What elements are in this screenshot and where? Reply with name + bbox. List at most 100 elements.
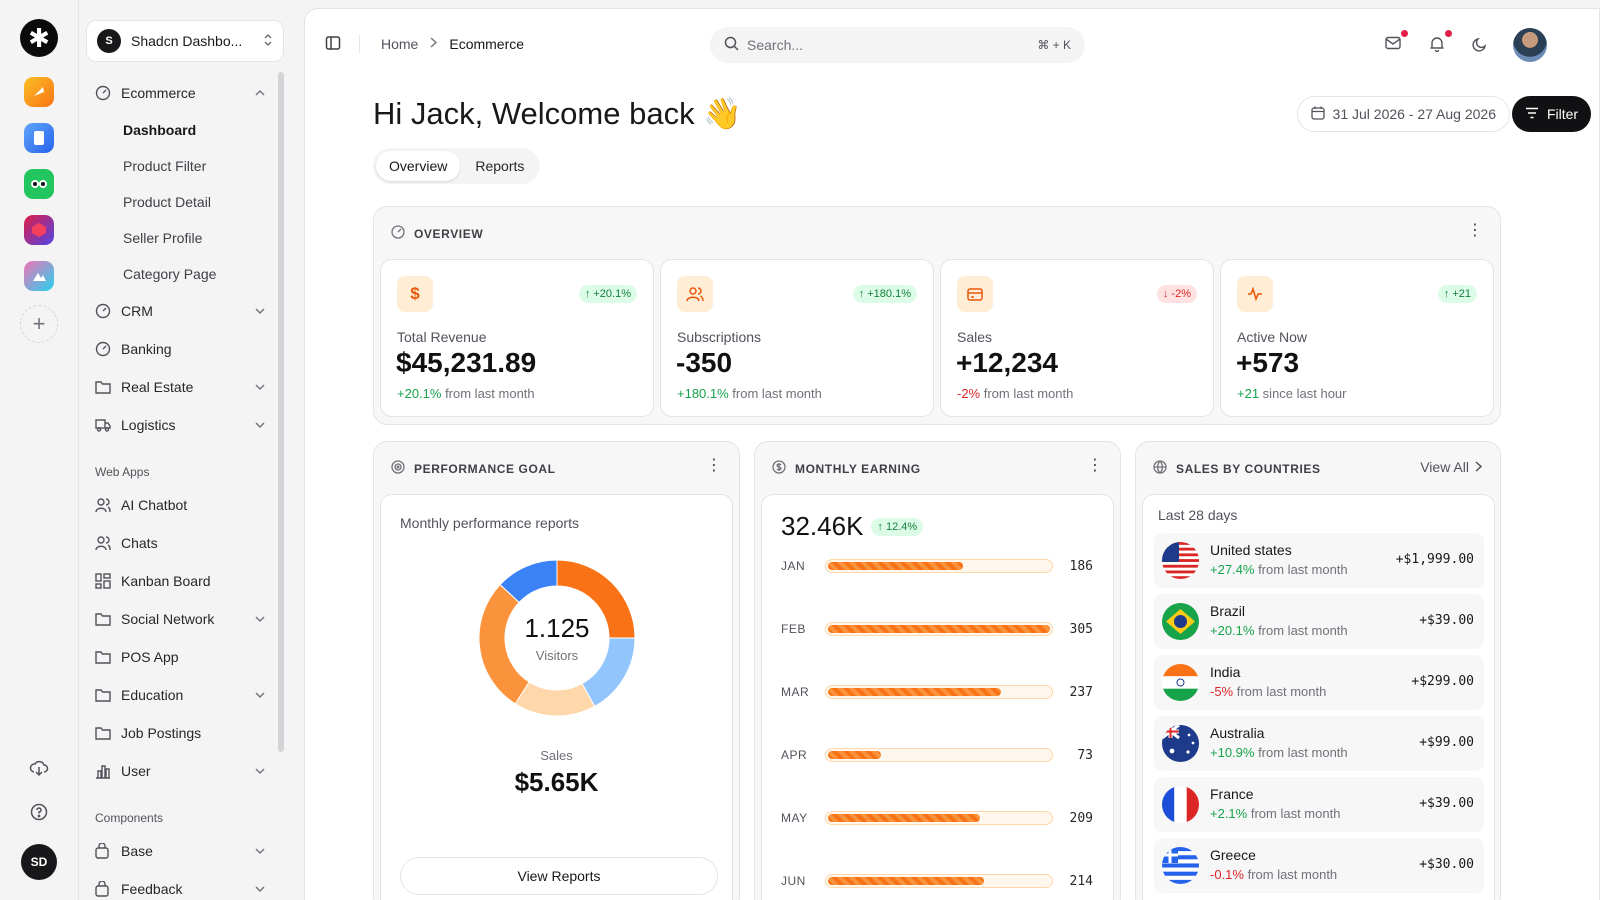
sidebar-item-crm[interactable]: CRM <box>95 292 273 330</box>
app-logo-icon[interactable]: ✱ <box>20 19 58 57</box>
page-title: Hi Jack, Welcome back 👋 <box>373 96 742 131</box>
view-reports-button[interactable]: View Reports <box>400 857 718 895</box>
green-app-icon[interactable] <box>24 169 54 199</box>
purple-app-icon[interactable] <box>24 215 54 245</box>
earning-row: MAR 237 <box>781 682 1093 702</box>
chevron-down-icon <box>255 420 265 431</box>
orange-app-icon[interactable] <box>24 77 54 107</box>
sidebar-sub-category-page[interactable]: Category Page <box>123 266 217 282</box>
sidebar-item-user[interactable]: User <box>95 752 273 790</box>
earning-total-row: 32.46K ↑ 12.4% <box>781 511 924 542</box>
help-icon[interactable] <box>27 800 51 824</box>
country-row[interactable]: United states +27.4% from last month +$1,9… <box>1154 533 1484 588</box>
more-vertical-icon[interactable]: ⋮ <box>706 457 722 474</box>
sidebar-scrollbar[interactable] <box>278 72 284 752</box>
user-avatar[interactable] <box>1513 28 1547 62</box>
users-icon <box>95 535 111 551</box>
sidebar-item-label: Job Postings <box>121 725 202 741</box>
search-input[interactable] <box>747 37 1038 53</box>
country-row[interactable]: Greece -0.1% from last month +$30.00 <box>1154 838 1484 893</box>
country-row[interactable]: France +2.1% from last month +$39.00 <box>1154 777 1484 832</box>
donut-center: 1.125 Visitors <box>474 555 640 721</box>
cloud-download-icon[interactable] <box>27 756 51 780</box>
sidebar-item-education[interactable]: Education <box>95 676 273 714</box>
country-delta: +2.1% from last month <box>1210 806 1340 821</box>
earning-month: JUN <box>781 874 806 888</box>
stat-value: $45,231.89 <box>396 347 537 378</box>
user-initials-avatar[interactable]: SD <box>21 844 57 880</box>
country-name: Brazil <box>1210 603 1246 619</box>
sidebar-sub-seller-profile[interactable]: Seller Profile <box>123 230 203 246</box>
workspace-switcher[interactable]: S Shadcn Dashbo... <box>86 20 284 62</box>
earning-value: 186 <box>1069 558 1093 574</box>
sidebar-item-social[interactable]: Social Network <box>95 600 273 638</box>
date-range-picker[interactable]: 31 Jul 2026 - 27 Aug 2026 <box>1296 96 1510 132</box>
earning-month: FEB <box>781 622 806 636</box>
gauge-icon <box>95 85 111 101</box>
breadcrumb-home[interactable]: Home <box>381 36 419 52</box>
sidebar-item-pos[interactable]: POS App <box>95 638 273 676</box>
view-all-link[interactable]: View All <box>1420 459 1483 475</box>
activity-icon <box>1237 276 1273 312</box>
stat-card-active: ↑ +21 Active Now +573 +21 since last hou… <box>1220 259 1494 417</box>
bell-icon[interactable] <box>1429 30 1452 54</box>
sidebar-toggle-icon[interactable] <box>325 35 343 53</box>
sidebar-sub-product-filter[interactable]: Product Filter <box>123 158 207 174</box>
folder-icon <box>95 725 111 741</box>
dollar-circle-icon <box>772 460 786 477</box>
sidebar-item-base[interactable]: Base <box>95 832 273 870</box>
blue-app-icon[interactable] <box>24 123 54 153</box>
sidebar-item-chats[interactable]: Chats <box>95 524 273 562</box>
search-bar[interactable]: ⌘ + K <box>710 27 1085 63</box>
earning-row: FEB 305 <box>781 619 1093 639</box>
sidebar-sub-product-detail[interactable]: Product Detail <box>123 194 211 210</box>
topbar-divider <box>359 35 360 53</box>
country-name: United states <box>1210 542 1292 558</box>
country-suffix: from last month <box>1254 745 1348 760</box>
sidebar-sub-dashboard[interactable]: Dashboard <box>123 122 197 138</box>
sidebar-item-real-estate[interactable]: Real Estate <box>95 368 273 406</box>
sidebar-item-ecommerce[interactable]: Ecommerce <box>95 74 273 112</box>
add-app-icon[interactable]: + <box>20 305 58 343</box>
sidebar-item-label: AI Chatbot <box>121 497 188 513</box>
sidebar-item-label: Logistics <box>121 417 176 433</box>
earning-value: 237 <box>1069 684 1093 700</box>
mail-icon[interactable] <box>1385 30 1408 54</box>
sidebar-item-label: Education <box>121 687 184 703</box>
stat-label: Sales <box>957 329 993 345</box>
tab-reports[interactable]: Reports <box>475 158 525 174</box>
chevron-down-icon <box>255 382 265 393</box>
sidebar-item-ai-chatbot[interactable]: AI Chatbot <box>95 486 273 524</box>
sidebar-item-job-postings[interactable]: Job Postings <box>95 714 273 752</box>
tab-overview[interactable]: Overview <box>376 151 461 181</box>
moon-icon[interactable] <box>1472 36 1490 54</box>
chevron-right-icon <box>1475 459 1483 475</box>
filter-button[interactable]: Filter <box>1512 96 1591 132</box>
country-delta: +10.9% from last month <box>1210 745 1348 760</box>
country-change: -0.1% <box>1210 867 1244 882</box>
earning-bar-fill <box>828 751 881 759</box>
sidebar-item-feedback[interactable]: Feedback <box>95 870 273 900</box>
country-row[interactable]: India -5% from last month +$299.00 <box>1154 655 1484 710</box>
stat-suffix: from last month <box>441 386 535 401</box>
country-row[interactable]: Brazil +20.1% from last month +$39.00 <box>1154 594 1484 649</box>
topbar: Home Ecommerce ⌘ + K <box>305 9 1599 81</box>
country-row[interactable]: Australia +10.9% from last month +$99.00 <box>1154 716 1484 771</box>
performance-card: Monthly performance reports 1.125 Visito… <box>380 494 733 900</box>
truck-icon <box>95 417 111 433</box>
country-change: +10.9% <box>1210 745 1255 760</box>
country-amount: +$1,999.00 <box>1395 552 1474 567</box>
search-icon <box>724 36 739 54</box>
stat-value: +12,234 <box>956 347 1058 378</box>
sidebar-item-kanban[interactable]: Kanban Board <box>95 562 273 600</box>
country-amount: +$39.00 <box>1419 796 1474 811</box>
more-vertical-icon[interactable]: ⋮ <box>1087 457 1103 474</box>
section-label-components: Components <box>95 811 164 825</box>
donut-label: Visitors <box>535 648 579 663</box>
earning-bar-fill <box>828 688 1001 696</box>
performance-header: PERFORMANCE GOAL <box>391 460 556 477</box>
more-vertical-icon[interactable]: ⋮ <box>1467 222 1483 239</box>
gradient-app-icon[interactable] <box>24 261 54 291</box>
sidebar-item-banking[interactable]: Banking <box>95 330 273 368</box>
sidebar-item-logistics[interactable]: Logistics <box>95 406 273 444</box>
